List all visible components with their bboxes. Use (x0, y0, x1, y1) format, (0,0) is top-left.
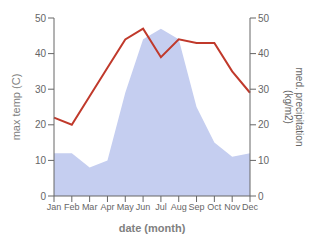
svg-text:40: 40 (258, 48, 270, 59)
svg-text:0: 0 (258, 191, 264, 202)
svg-text:Aug: Aug (171, 202, 187, 212)
svg-text:10: 10 (35, 155, 47, 166)
svg-text:Apr: Apr (100, 202, 114, 212)
svg-text:50: 50 (258, 13, 270, 24)
svg-text:max temp (C): max temp (C) (10, 74, 22, 141)
svg-text:Jan: Jan (47, 202, 62, 212)
svg-text:50: 50 (35, 13, 47, 24)
svg-text:20: 20 (258, 119, 270, 130)
svg-text:Dec: Dec (242, 202, 259, 212)
svg-text:Feb: Feb (64, 202, 80, 212)
svg-text:May: May (117, 202, 135, 212)
svg-text:date (month): date (month) (119, 222, 186, 234)
svg-text:40: 40 (35, 48, 47, 59)
svg-text:30: 30 (258, 84, 270, 95)
svg-text:med. precipitation(kg/m2): med. precipitation(kg/m2) (283, 68, 305, 147)
svg-text:Mar: Mar (82, 202, 98, 212)
svg-text:0: 0 (40, 191, 46, 202)
svg-text:20: 20 (35, 119, 47, 130)
svg-text:Jun: Jun (136, 202, 151, 212)
svg-text:30: 30 (35, 84, 47, 95)
svg-text:Jul: Jul (155, 202, 167, 212)
svg-text:Oct: Oct (207, 202, 222, 212)
svg-text:Nov: Nov (224, 202, 241, 212)
svg-text:10: 10 (258, 155, 270, 166)
svg-text:Sep: Sep (189, 202, 205, 212)
